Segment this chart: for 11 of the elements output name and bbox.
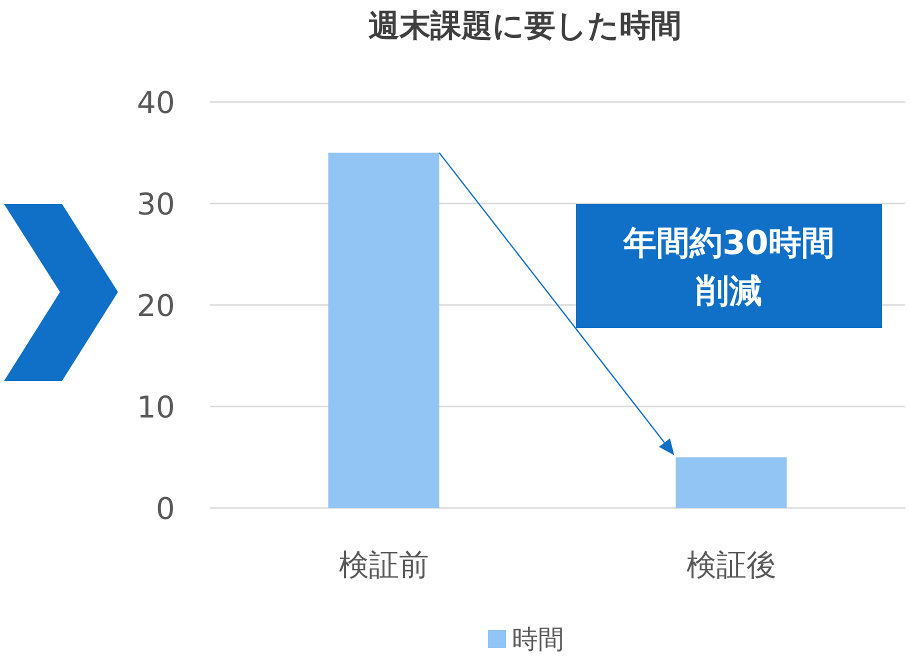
y-tick-label: 30	[136, 188, 175, 222]
y-tick-label: 0	[156, 492, 175, 527]
x-tick-label: 検証前	[338, 548, 429, 583]
x-tick-label: 検証後	[686, 548, 776, 583]
chart-title: 週末課題に要した時間	[368, 8, 682, 44]
y-tick-label: 10	[136, 390, 175, 426]
annotation: 年間約30時間	[622, 223, 834, 262]
annotation: 削減	[695, 271, 762, 310]
y-tick-label: 40	[136, 86, 175, 121]
y-tick-label: 20	[136, 289, 175, 324]
legend-label: 時間	[512, 625, 564, 655]
